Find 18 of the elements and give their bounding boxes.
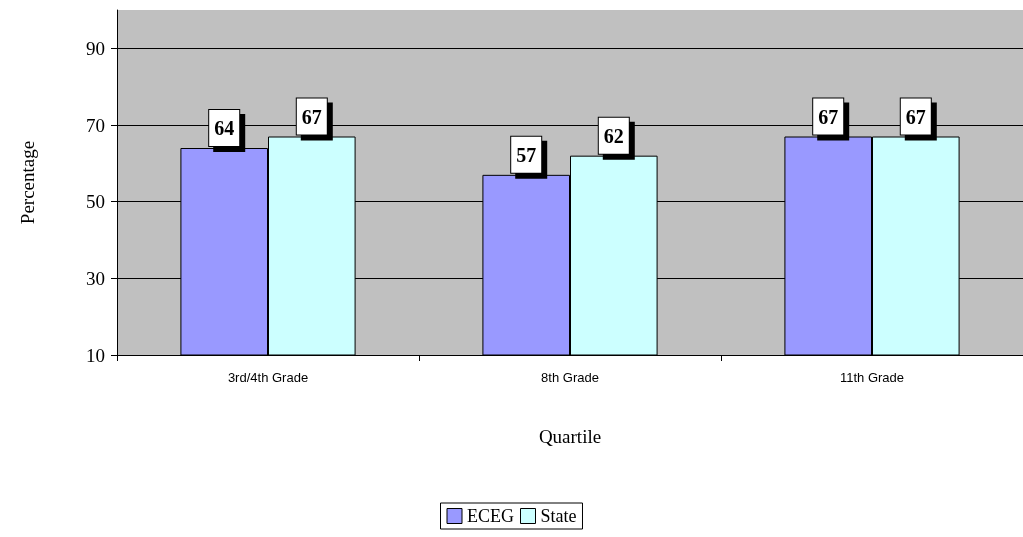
data-label: 64 (214, 117, 235, 139)
y-tick-label: 70 (86, 114, 105, 136)
data-label: 57 (516, 143, 537, 166)
y-axis-title: Percentage (17, 140, 38, 225)
y-tick-label: 50 (86, 191, 105, 213)
legend-label: ECEG (467, 506, 515, 526)
data-label: 67 (905, 105, 926, 128)
legend-label: State (540, 506, 577, 526)
data-label: 62 (603, 124, 624, 147)
y-tick-label: 30 (86, 267, 105, 289)
x-tick-label: 11th Grade (839, 370, 905, 385)
y-tick-label: 10 (86, 344, 105, 366)
x-tick-label: 3rd/4th Grade (227, 370, 309, 385)
x-tick-label: 8th Grade (541, 370, 599, 385)
y-tick-label: 90 (86, 37, 105, 59)
data-label: 67 (301, 105, 322, 128)
x-axis-title: Quartile (538, 426, 602, 447)
data-label: 67 (818, 105, 839, 128)
